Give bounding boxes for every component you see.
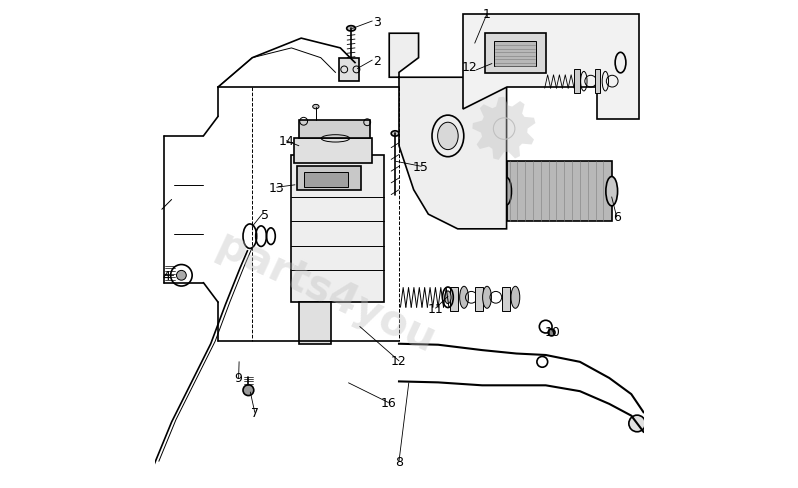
- Text: 3: 3: [373, 16, 381, 28]
- Text: 6: 6: [613, 211, 621, 224]
- Ellipse shape: [444, 291, 451, 304]
- Text: parts4you: parts4you: [209, 224, 442, 362]
- Text: 12: 12: [391, 355, 407, 367]
- Bar: [507, 162, 612, 222]
- Bar: [298, 167, 361, 190]
- Ellipse shape: [346, 27, 355, 32]
- Text: 13: 13: [269, 182, 285, 194]
- Text: 11: 11: [428, 302, 444, 315]
- Bar: [574, 70, 580, 94]
- Circle shape: [243, 385, 254, 396]
- Circle shape: [176, 271, 186, 281]
- Ellipse shape: [606, 177, 618, 206]
- Text: 1: 1: [483, 8, 491, 21]
- Polygon shape: [389, 34, 507, 229]
- Text: 4: 4: [163, 269, 171, 282]
- Bar: [484, 34, 546, 74]
- Text: 2: 2: [373, 55, 381, 67]
- Bar: [494, 42, 536, 67]
- Text: 7: 7: [251, 406, 259, 419]
- Text: 14: 14: [279, 135, 294, 148]
- Ellipse shape: [437, 123, 458, 150]
- Ellipse shape: [391, 131, 399, 137]
- Bar: [502, 287, 509, 311]
- Text: 5: 5: [260, 208, 268, 221]
- Ellipse shape: [313, 105, 319, 109]
- Text: 16: 16: [381, 396, 396, 409]
- Bar: [304, 173, 348, 187]
- Ellipse shape: [483, 287, 492, 309]
- Text: 15: 15: [413, 161, 429, 173]
- Bar: [595, 70, 600, 94]
- Text: 10: 10: [545, 325, 561, 338]
- Ellipse shape: [460, 287, 468, 309]
- Polygon shape: [463, 15, 638, 120]
- Polygon shape: [472, 98, 535, 161]
- Bar: [298, 303, 330, 344]
- Ellipse shape: [511, 287, 519, 309]
- Bar: [475, 287, 483, 311]
- Ellipse shape: [502, 178, 512, 205]
- Circle shape: [629, 415, 646, 432]
- Text: 8: 8: [395, 455, 403, 468]
- Bar: [291, 156, 385, 303]
- Bar: [294, 139, 372, 163]
- Circle shape: [548, 329, 555, 336]
- Bar: [298, 121, 369, 139]
- Bar: [339, 59, 359, 82]
- Text: 9: 9: [235, 372, 243, 385]
- Text: 12: 12: [462, 61, 478, 74]
- Bar: [450, 287, 458, 311]
